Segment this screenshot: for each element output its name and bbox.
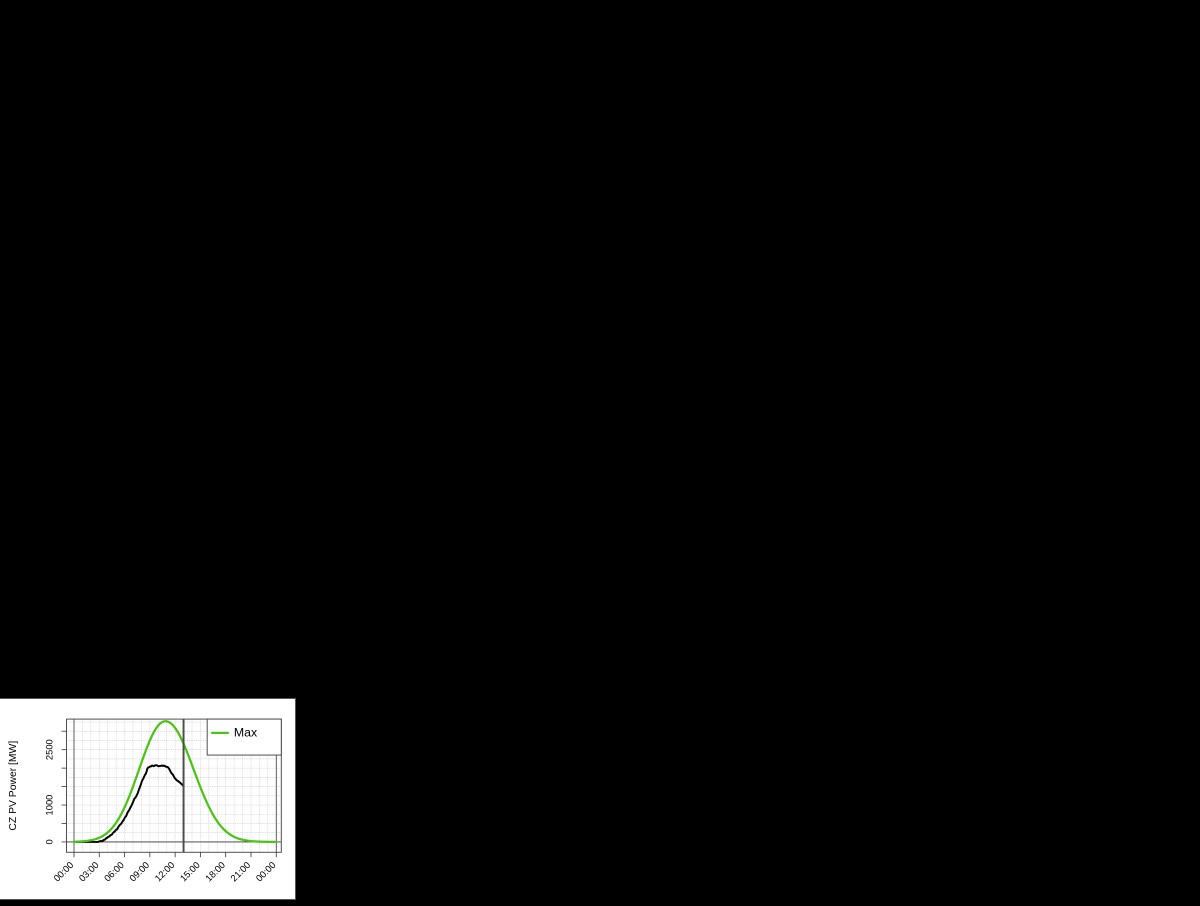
svg-text:1000: 1000 bbox=[45, 795, 55, 816]
svg-text:09:00: 09:00 bbox=[128, 860, 152, 884]
svg-text:2500: 2500 bbox=[45, 739, 55, 760]
svg-text:06:00: 06:00 bbox=[102, 860, 126, 884]
svg-text:00:00: 00:00 bbox=[52, 860, 76, 884]
svg-text:15:00: 15:00 bbox=[178, 860, 202, 884]
svg-text:21:00: 21:00 bbox=[229, 860, 253, 884]
svg-text:CZ PV Power [MW]: CZ PV Power [MW] bbox=[8, 741, 19, 831]
svg-text:03:00: 03:00 bbox=[77, 860, 101, 884]
svg-text:0: 0 bbox=[45, 839, 55, 844]
svg-text:00:00: 00:00 bbox=[254, 860, 278, 884]
svg-text:18:00: 18:00 bbox=[203, 860, 227, 884]
svg-text:12:00: 12:00 bbox=[153, 860, 177, 884]
svg-text:Max: Max bbox=[234, 726, 258, 740]
